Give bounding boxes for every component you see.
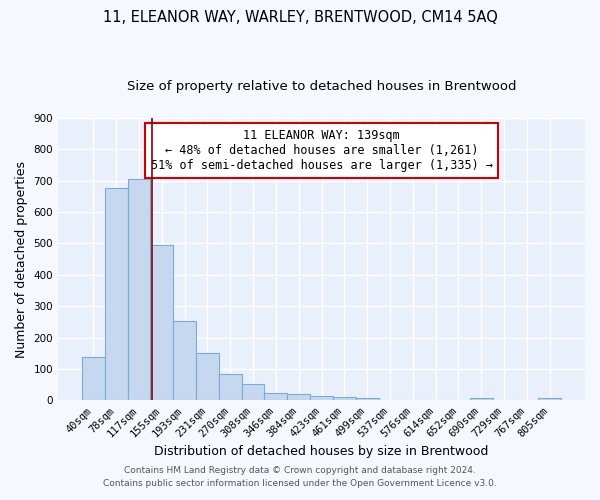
Bar (333, 397, 356, 400)
Bar (219, 374, 242, 400)
Bar (82, 356, 105, 401)
Bar (151, 245, 173, 400)
Y-axis label: Number of detached properties: Number of detached properties (15, 160, 28, 358)
Bar (310, 396, 333, 400)
X-axis label: Distribution of detached houses by size in Brentwood: Distribution of detached houses by size … (154, 444, 489, 458)
Text: Contains HM Land Registry data © Crown copyright and database right 2024.
Contai: Contains HM Land Registry data © Crown c… (103, 466, 497, 487)
Bar (105, 188, 128, 400)
Text: 11 ELEANOR WAY: 139sqm
← 48% of detached houses are smaller (1,261)
51% of semi-: 11 ELEANOR WAY: 139sqm ← 48% of detached… (151, 129, 493, 172)
Title: Size of property relative to detached houses in Brentwood: Size of property relative to detached ho… (127, 80, 516, 93)
Bar (287, 394, 310, 400)
Bar (242, 384, 265, 400)
Bar (538, 398, 561, 400)
Bar (196, 352, 219, 401)
Text: 11, ELEANOR WAY, WARLEY, BRENTWOOD, CM14 5AQ: 11, ELEANOR WAY, WARLEY, BRENTWOOD, CM14… (103, 10, 497, 25)
Bar (173, 322, 196, 400)
Bar (356, 398, 379, 400)
Bar (470, 398, 493, 400)
Bar (128, 179, 151, 400)
Bar (265, 392, 287, 400)
